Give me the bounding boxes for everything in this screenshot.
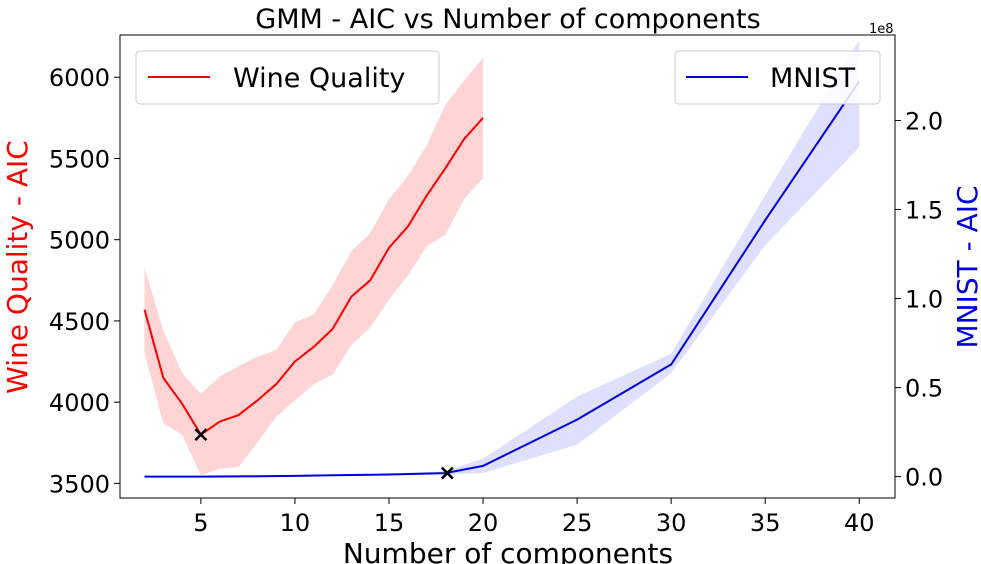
- plot-area: [143, 40, 861, 480]
- x-tick-label: 30: [656, 509, 687, 537]
- y-left-tick-label: 5500: [49, 145, 110, 173]
- legend-mnist-frame: [674, 50, 881, 105]
- mnist-min-marker: [440, 466, 454, 480]
- y-left-tick-label: 5000: [49, 227, 110, 255]
- axes: 5 10 15 20 25 30 35 40 3500 4000 4500 5000 5500 6000 0…: [49, 34, 943, 537]
- right-axis-offset-label: 1e8: [869, 22, 894, 37]
- y-left-tick-label: 4500: [49, 308, 110, 336]
- y-axis-label-right: MNIST - AIC: [951, 185, 981, 348]
- chart-title: GMM - AIC vs Number of components: [255, 4, 760, 35]
- y-axis-label-left: Wine Quality - AIC: [1, 140, 34, 394]
- axes-frame: [119, 34, 896, 499]
- x-tick-label: 25: [562, 509, 593, 537]
- x-tick-label: 35: [750, 509, 781, 537]
- x-tick-label: 20: [468, 509, 499, 537]
- y-right-tick-label: 1.0: [905, 286, 943, 314]
- x-axis-label: Number of components: [343, 537, 673, 564]
- y-right-tick-label: 0.5: [905, 375, 943, 403]
- x-tick-label: 5: [193, 509, 208, 537]
- legend-wine: Wine Quality: [135, 50, 440, 105]
- x-tick-label: 10: [280, 509, 311, 537]
- y-left-tick-label: 4000: [49, 389, 110, 417]
- mnist-line: [144, 80, 861, 478]
- legend-mnist: MNIST: [674, 50, 881, 105]
- y-right-tick-label: 1.5: [905, 197, 943, 225]
- legend-wine-frame: [135, 50, 440, 105]
- legend-wine-label: Wine Quality: [233, 63, 405, 94]
- x-tick-label: 40: [844, 509, 875, 537]
- y-right-tick-label: 0.0: [905, 464, 943, 492]
- x-tick-label: 15: [374, 509, 405, 537]
- y-left-tick-label: 6000: [49, 64, 110, 92]
- y-right-tick-label: 2.0: [905, 107, 943, 135]
- y-left-tick-label: 3500: [49, 470, 110, 498]
- wine-confidence-band: [144, 57, 483, 476]
- wine-min-marker: [194, 428, 208, 442]
- legend-mnist-label: MNIST: [770, 63, 856, 94]
